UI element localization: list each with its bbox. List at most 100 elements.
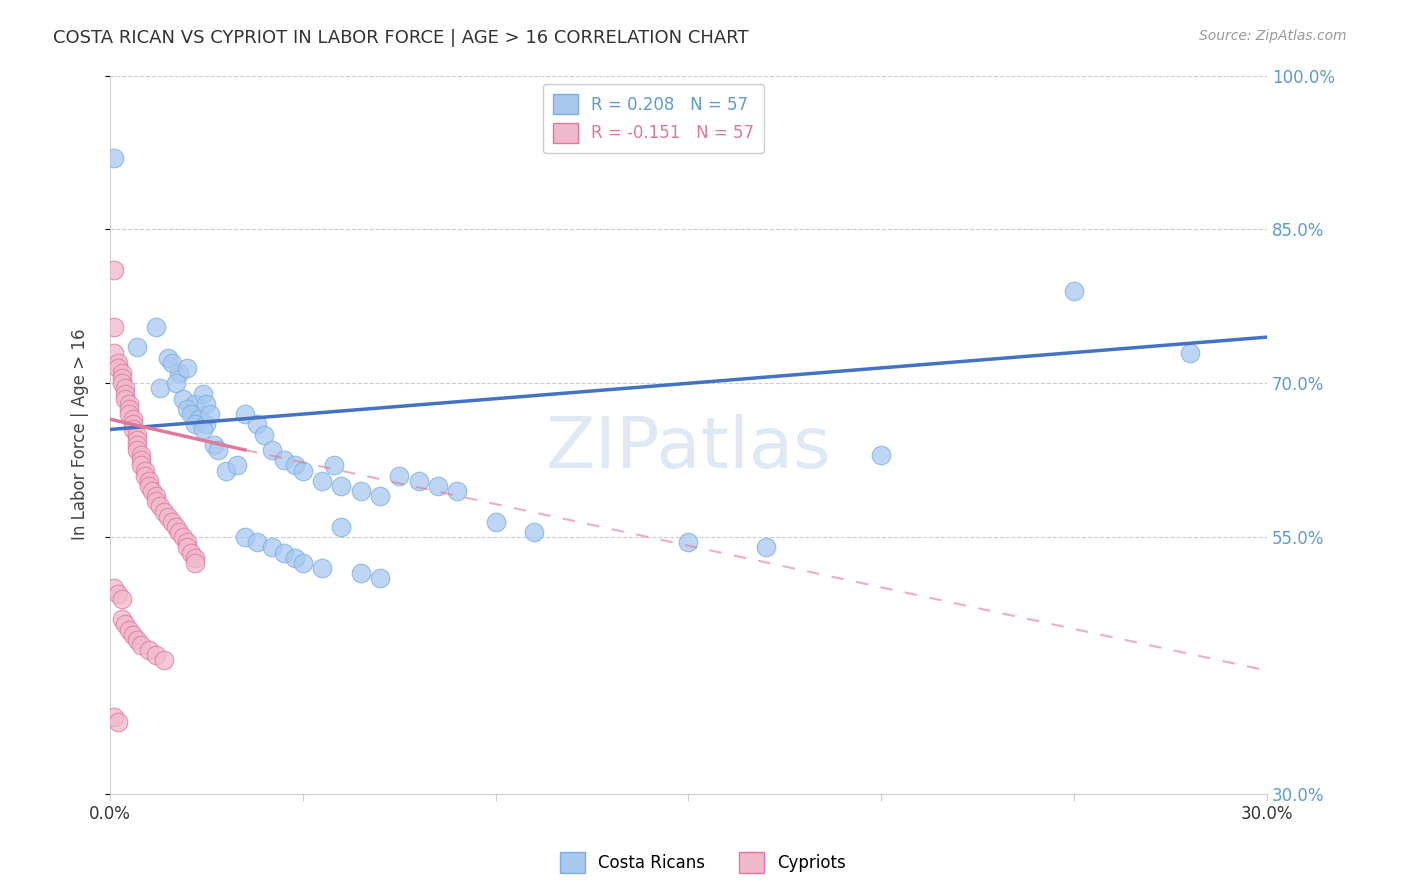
Point (111, 376, 134, 391)
Point (368, 571, 391, 585)
Point (111, 371, 134, 385)
Point (103, 151, 125, 165)
Point (125, 442, 148, 457)
Point (260, 541, 283, 555)
Point (350, 566, 373, 580)
Point (176, 541, 198, 555)
Point (246, 417, 269, 432)
Legend: Costa Ricans, Cypriots: Costa Ricans, Cypriots (554, 846, 852, 880)
Point (191, 386, 214, 401)
Point (125, 340, 148, 354)
Point (187, 412, 209, 426)
Point (118, 401, 141, 416)
Point (260, 442, 283, 457)
Point (129, 458, 152, 473)
Point (253, 427, 276, 442)
Point (1063, 284, 1085, 298)
Point (122, 417, 145, 432)
Point (156, 509, 179, 524)
Point (114, 392, 136, 406)
Point (176, 401, 198, 416)
Point (284, 550, 307, 565)
Point (165, 376, 187, 391)
Point (156, 351, 179, 365)
Point (184, 417, 207, 432)
Point (122, 627, 145, 641)
Point (111, 366, 134, 380)
Point (103, 263, 125, 277)
Point (114, 617, 136, 632)
Point (145, 648, 167, 662)
Point (291, 463, 314, 477)
Point (273, 453, 295, 467)
Point (226, 458, 249, 473)
Point (149, 381, 172, 395)
Point (176, 360, 198, 375)
Point (246, 535, 269, 549)
Text: Source: ZipAtlas.com: Source: ZipAtlas.com (1199, 29, 1347, 43)
Point (125, 438, 148, 452)
Point (153, 653, 176, 667)
Legend: R = 0.208   N = 57, R = -0.151   N = 57: R = 0.208 N = 57, R = -0.151 N = 57 (543, 84, 765, 153)
Point (103, 582, 125, 596)
Point (426, 479, 449, 493)
Point (195, 397, 218, 411)
Point (160, 515, 183, 529)
Point (153, 504, 176, 518)
Point (118, 407, 141, 421)
Point (107, 714, 129, 729)
Point (169, 366, 191, 380)
Point (122, 422, 145, 436)
Point (233, 530, 256, 544)
Point (134, 468, 156, 483)
Point (202, 438, 225, 452)
Point (122, 412, 145, 426)
Point (322, 458, 344, 473)
Point (233, 407, 256, 421)
Point (200, 407, 222, 421)
Point (111, 612, 134, 626)
Point (103, 345, 125, 359)
Point (180, 407, 202, 421)
Point (408, 474, 430, 488)
Point (330, 479, 353, 493)
Point (103, 319, 125, 334)
Point (207, 442, 229, 457)
Point (388, 468, 411, 483)
Point (103, 710, 125, 724)
Point (523, 524, 546, 539)
Point (273, 545, 295, 559)
Point (118, 397, 141, 411)
Point (291, 556, 314, 570)
Point (215, 463, 238, 477)
Point (145, 319, 167, 334)
Point (129, 453, 152, 467)
Point (125, 433, 148, 447)
Point (134, 463, 156, 477)
Point (129, 448, 152, 462)
Point (191, 422, 214, 436)
Point (485, 515, 508, 529)
Point (125, 632, 148, 647)
Point (107, 586, 129, 600)
Point (107, 356, 129, 370)
Point (172, 530, 194, 544)
Point (114, 386, 136, 401)
Point (141, 483, 163, 498)
Point (169, 524, 191, 539)
Point (107, 360, 129, 375)
Point (311, 474, 333, 488)
Point (145, 489, 167, 503)
Point (176, 535, 198, 549)
Point (678, 535, 700, 549)
Point (184, 397, 207, 411)
Point (1178, 345, 1201, 359)
Point (195, 417, 218, 432)
Point (311, 561, 333, 575)
Point (180, 545, 202, 559)
Point (138, 474, 160, 488)
Point (160, 356, 183, 370)
Point (755, 541, 778, 555)
Point (172, 392, 194, 406)
Point (129, 638, 152, 652)
